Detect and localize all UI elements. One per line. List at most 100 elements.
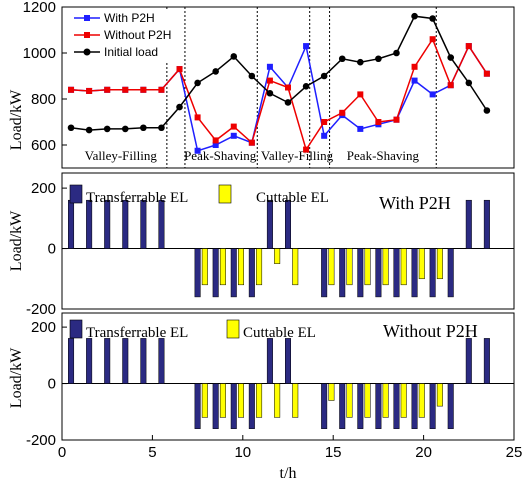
data-point: [465, 43, 472, 50]
bar: [436, 383, 443, 407]
data-point: [158, 124, 165, 132]
legend-marker-initial-load: [83, 48, 91, 56]
bar: [158, 199, 165, 249]
y-tick-label: 1000: [23, 45, 56, 62]
y-tick-label: 1200: [23, 0, 56, 16]
data-point: [230, 132, 237, 139]
x-axis-ticks: 0 5 10 15 20 25: [58, 435, 522, 461]
bar: [237, 383, 244, 418]
legend-label-transferrable: Transferrable EL: [86, 190, 188, 206]
bar: [483, 199, 490, 249]
data-point: [285, 84, 291, 91]
bar: [68, 199, 75, 249]
legend-marker-with-p2h: [84, 15, 90, 21]
data-point: [429, 36, 436, 43]
bar: [86, 199, 93, 249]
x-axis-label: t/h: [280, 465, 297, 482]
data-point: [68, 86, 75, 93]
data-point: [212, 142, 219, 148]
data-point: [483, 70, 490, 77]
panel-title: With P2H: [379, 193, 451, 213]
bar: [357, 248, 364, 298]
bar: [400, 383, 407, 418]
bar: [230, 248, 237, 298]
legend: Transferrable EL Cuttable EL: [69, 319, 316, 341]
bar: [393, 248, 400, 298]
x-tick-label: 20: [415, 444, 432, 461]
data-point: [158, 86, 165, 93]
bar: [447, 383, 454, 429]
bar: [465, 199, 472, 249]
legend-label-without-p2h: Without P2H: [104, 28, 171, 42]
series-lines: [67, 12, 491, 154]
x-tick-label: 5: [148, 444, 156, 461]
data-point: [86, 87, 93, 94]
data-point: [393, 116, 400, 123]
bar: [346, 383, 353, 418]
data-point: [357, 125, 364, 132]
bar: [418, 248, 425, 280]
bar: [328, 383, 335, 401]
legend-swatch-cuttable: [218, 184, 232, 204]
y-axis-label: Load/kW: [8, 347, 25, 408]
data-point: [357, 91, 364, 98]
bar: [285, 338, 291, 384]
legend-label-with-p2h: With P2H: [104, 11, 155, 25]
bar: [465, 338, 472, 384]
data-point: [429, 91, 436, 98]
bar: [158, 338, 165, 384]
bar: [375, 383, 382, 429]
load-line-chart: Valley-Filling Peak-Shaving Valley-Filling…: [8, 0, 515, 169]
bars: [68, 199, 490, 298]
bar: [212, 383, 219, 429]
bar: [248, 248, 255, 298]
bar: [86, 338, 93, 384]
bar: [201, 248, 208, 286]
bar: [140, 338, 147, 384]
bar: [346, 248, 353, 286]
bar: [400, 248, 407, 286]
bar: [194, 383, 201, 429]
data-point: [67, 124, 75, 132]
bar: [194, 248, 201, 298]
x-tick-label: 10: [234, 444, 251, 461]
region-label: Peak-Shaving: [184, 148, 257, 163]
bar: [104, 199, 111, 249]
bar: [122, 338, 129, 384]
bar: [237, 248, 244, 286]
bar: [339, 383, 346, 429]
bar: [274, 248, 281, 264]
data-point: [429, 15, 436, 22]
data-point: [321, 132, 328, 139]
data-point: [230, 53, 238, 60]
legend-swatch-transferrable: [69, 319, 83, 339]
y-axis-label: Load/kW: [8, 210, 25, 271]
region-dividers: [166, 7, 437, 168]
bar: [212, 248, 219, 298]
data-point: [321, 119, 328, 125]
bar: [219, 383, 226, 418]
bar: [256, 383, 263, 418]
data-point: [447, 82, 454, 89]
data-point: [320, 72, 328, 80]
data-point: [302, 83, 310, 90]
data-point: [375, 119, 382, 125]
bar: [364, 248, 371, 286]
bar: [68, 338, 75, 384]
bar: [339, 248, 346, 298]
x-tick-label: 15: [325, 444, 342, 461]
legend-marker-without-p2h: [84, 32, 90, 38]
bar: [429, 383, 436, 429]
bar: [140, 199, 147, 249]
bar: [418, 383, 425, 418]
bar: [321, 248, 328, 298]
data-point: [194, 114, 201, 121]
bar: [230, 383, 237, 429]
bar: [274, 383, 281, 418]
bar: [328, 248, 335, 286]
bar: [285, 199, 291, 249]
bar: [292, 383, 299, 418]
y-tick-label: 200: [31, 319, 56, 336]
